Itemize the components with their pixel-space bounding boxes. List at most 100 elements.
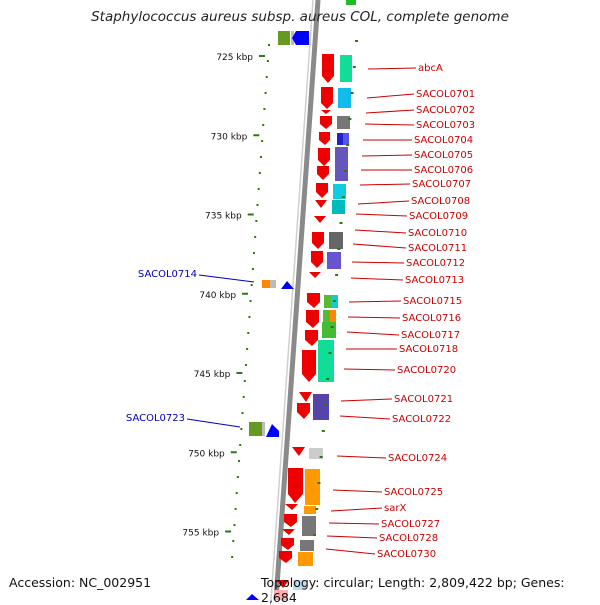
gene-arrow bbox=[282, 529, 295, 535]
gene-leader-line bbox=[332, 489, 383, 493]
gene-leader-line bbox=[339, 415, 391, 420]
accession-text: Accession: NC_002951 bbox=[9, 575, 152, 590]
guide-dot bbox=[254, 236, 257, 238]
gene-label[interactable]: SACOL0713 bbox=[405, 275, 464, 286]
guide-dot bbox=[341, 196, 345, 198]
gene-arrow bbox=[315, 200, 327, 208]
gene-leader-line bbox=[325, 548, 376, 555]
gene-label[interactable]: SACOL0714 bbox=[138, 269, 197, 280]
gene-label[interactable]: SACOL0725 bbox=[384, 487, 443, 498]
gene-label[interactable]: SACOL0708 bbox=[411, 196, 470, 207]
gene-label[interactable]: SACOL0718 bbox=[399, 344, 458, 355]
gene-arrow bbox=[321, 87, 333, 109]
guide-dot bbox=[317, 482, 321, 484]
gene-label[interactable]: SACOL0701 bbox=[416, 89, 475, 100]
category-box bbox=[318, 340, 334, 382]
gene-label[interactable]: SACOL0728 bbox=[379, 533, 438, 544]
gene-arrow bbox=[317, 166, 329, 180]
gene-arrow bbox=[314, 216, 326, 223]
gene-label[interactable]: SACOL0711 bbox=[408, 243, 467, 254]
gene-arrow bbox=[281, 538, 294, 550]
guide-dot bbox=[235, 492, 238, 494]
gene-arrow bbox=[288, 468, 303, 503]
category-box bbox=[332, 200, 345, 214]
guide-dot bbox=[243, 380, 246, 382]
gene-label[interactable]: SACOL0715 bbox=[403, 296, 462, 307]
category-box bbox=[335, 147, 348, 181]
gene-label[interactable]: SACOL0710 bbox=[408, 228, 467, 239]
category-box bbox=[305, 469, 320, 505]
category-box bbox=[330, 310, 336, 323]
gene-label[interactable]: abcA bbox=[418, 63, 443, 74]
gene-label[interactable]: SACOL0712 bbox=[406, 258, 465, 269]
gene-label[interactable]: SACOL0703 bbox=[416, 120, 475, 131]
gene-arrow bbox=[320, 116, 332, 129]
guide-dot bbox=[262, 124, 265, 126]
gene-arrow bbox=[279, 551, 292, 563]
gene-leader-line bbox=[352, 243, 407, 249]
map-title: Staphylococcus aureus subsp. aureus COL,… bbox=[91, 9, 509, 25]
guide-dot bbox=[261, 140, 264, 142]
gene-arrow bbox=[297, 403, 310, 419]
guide-dot bbox=[257, 188, 260, 190]
gene-leader-line bbox=[340, 398, 393, 402]
category-box bbox=[249, 422, 262, 436]
category-box bbox=[304, 506, 316, 514]
category-box bbox=[298, 552, 313, 566]
guide-dot bbox=[248, 316, 251, 318]
category-box bbox=[333, 184, 346, 199]
ruler-label: 740 kbp bbox=[199, 291, 236, 301]
guide-dot bbox=[253, 252, 256, 254]
category-box bbox=[343, 133, 349, 145]
gene-label[interactable]: SACOL0723 bbox=[126, 413, 185, 424]
forward-gene-arrows bbox=[274, 54, 334, 600]
gene-label[interactable]: SACOL0705 bbox=[414, 150, 473, 161]
category-box bbox=[323, 310, 330, 323]
gene-leader-line bbox=[365, 109, 415, 114]
gene-arrow bbox=[316, 183, 328, 198]
gene-label[interactable]: SACOL0702 bbox=[416, 105, 475, 116]
guide-dot bbox=[332, 300, 336, 302]
guide-dot bbox=[324, 404, 328, 406]
category-box bbox=[327, 252, 341, 269]
gene-leader-line bbox=[367, 67, 417, 70]
category-box bbox=[340, 55, 352, 82]
guide-dot bbox=[355, 40, 358, 42]
gene-leader-line bbox=[336, 455, 387, 459]
gene-label[interactable]: SACOL0704 bbox=[414, 135, 473, 146]
gene-leader-line bbox=[364, 123, 415, 126]
guide-dot bbox=[315, 508, 319, 510]
gene-label[interactable]: SACOL0709 bbox=[409, 211, 468, 222]
gene-label[interactable]: SACOL0717 bbox=[401, 330, 460, 341]
ruler-label: 725 kbp bbox=[216, 53, 253, 63]
gene-label[interactable]: SACOL0707 bbox=[412, 179, 471, 190]
gene-label[interactable]: SACOL0706 bbox=[414, 165, 473, 176]
guide-dot bbox=[348, 118, 352, 120]
gene-arrow-reverse bbox=[266, 424, 279, 437]
gene-label[interactable]: SACOL0716 bbox=[402, 313, 461, 324]
gene-label[interactable]: SACOL0724 bbox=[388, 453, 447, 464]
category-box bbox=[322, 322, 336, 338]
guide-dot bbox=[244, 364, 247, 366]
category-box bbox=[338, 88, 351, 108]
guide-dot bbox=[339, 222, 343, 224]
guide-dot bbox=[265, 76, 268, 78]
gene-arrow bbox=[307, 293, 320, 308]
guide-dot bbox=[240, 428, 243, 430]
gene-label[interactable]: SACOL0720 bbox=[397, 365, 456, 376]
gene-leader-line bbox=[350, 277, 404, 281]
guide-dot bbox=[337, 248, 341, 250]
guide-dot bbox=[313, 534, 317, 536]
gene-label[interactable]: SACOL0722 bbox=[392, 414, 451, 425]
gene-arrow bbox=[299, 392, 312, 402]
gene-label[interactable]: SACOL0721 bbox=[394, 394, 453, 405]
gene-leader-line bbox=[346, 331, 400, 336]
gene-label[interactable]: SACOL0730 bbox=[377, 549, 436, 560]
gene-label[interactable]: sarX bbox=[384, 503, 406, 514]
guide-dot bbox=[263, 108, 266, 110]
gene-arrow-reverse bbox=[246, 594, 259, 600]
category-box bbox=[337, 116, 350, 129]
category-box bbox=[262, 280, 270, 288]
guide-dot bbox=[232, 540, 235, 542]
gene-label[interactable]: SACOL0727 bbox=[381, 519, 440, 530]
